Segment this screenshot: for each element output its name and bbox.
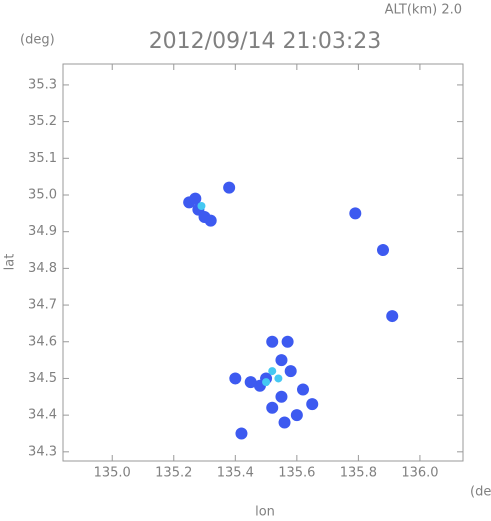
x-tick-label: 135.0 bbox=[94, 466, 131, 481]
plot-frame bbox=[62, 63, 464, 462]
x-tick-label: 135.6 bbox=[278, 466, 315, 481]
echo bbox=[274, 374, 283, 383]
echo bbox=[223, 181, 236, 194]
y-tick-label: 34.9 bbox=[28, 224, 57, 239]
x-axis-label: lon bbox=[255, 505, 275, 520]
x-tick-label: 136.0 bbox=[401, 466, 438, 481]
altitude: ALT(km) 2.0 bbox=[385, 3, 462, 18]
echo bbox=[297, 383, 309, 396]
echo bbox=[189, 192, 202, 205]
echo bbox=[306, 398, 319, 411]
y-axis-label: lat bbox=[3, 254, 18, 271]
echo bbox=[281, 335, 294, 348]
y-tick-label: 35.3 bbox=[28, 77, 57, 92]
echo bbox=[377, 244, 389, 257]
echo bbox=[290, 409, 303, 422]
y-tick-label: 34.3 bbox=[28, 444, 57, 459]
y-tick-label: 34.7 bbox=[28, 298, 57, 313]
echo bbox=[275, 390, 288, 403]
echo bbox=[386, 310, 399, 323]
y-tick-label: 35.2 bbox=[28, 114, 57, 129]
echo bbox=[278, 416, 291, 429]
x-tick-label: 135.4 bbox=[217, 466, 254, 481]
x-tick-label: 135.8 bbox=[340, 466, 377, 481]
x-unit: (deg) bbox=[470, 485, 491, 500]
y-unit: (deg) bbox=[20, 33, 55, 48]
y-tick-label: 35.1 bbox=[28, 151, 57, 166]
y-tick-label: 34.5 bbox=[28, 371, 57, 386]
echo bbox=[349, 207, 362, 220]
echo bbox=[229, 372, 242, 385]
echo bbox=[284, 365, 297, 378]
y-tick-label: 34.4 bbox=[28, 408, 57, 423]
echo bbox=[235, 427, 248, 440]
y-tick-label: 35.0 bbox=[28, 187, 57, 202]
y-tick-label: 34.6 bbox=[28, 334, 57, 349]
y-tick-label: 34.8 bbox=[28, 261, 57, 276]
echo bbox=[197, 201, 206, 210]
echo bbox=[268, 367, 277, 376]
echo bbox=[204, 214, 217, 227]
x-tick-label: 135.2 bbox=[155, 466, 192, 481]
echo bbox=[275, 354, 288, 367]
echo bbox=[266, 401, 279, 414]
echo bbox=[266, 335, 279, 348]
echo bbox=[244, 376, 257, 389]
echo bbox=[262, 378, 271, 387]
chart-title: 2012/09/14 21:03:23 bbox=[149, 29, 382, 54]
